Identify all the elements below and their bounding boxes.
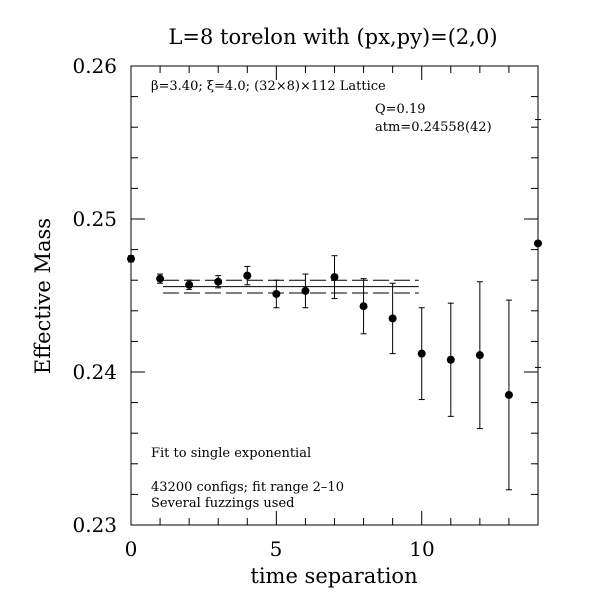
fit-band (162, 279, 419, 294)
annotation-lattice: β=3.40; ξ=4.0; (32×8)×112 Lattice (151, 79, 386, 94)
x-axis-label: time separation (250, 564, 417, 588)
data-point (185, 280, 194, 289)
data-point (330, 273, 339, 282)
x-tick-label-0: 0 (125, 537, 138, 561)
data-point (214, 277, 223, 286)
data-point (156, 274, 165, 283)
data-point (475, 351, 484, 360)
annotation-q: Q=0.19 (375, 102, 426, 117)
chart-title: L=8 torelon with (px,py)=(2,0) (168, 25, 497, 49)
annotation-fuzzings: Several fuzzings used (151, 496, 295, 511)
y-tick-label-0.25: 0.25 (72, 207, 117, 231)
annotation-configs: 43200 configs; fit range 2–10 (151, 480, 344, 495)
y-tick-label-0.23: 0.23 (72, 513, 117, 537)
y-tick-label-0.24: 0.24 (72, 360, 117, 384)
y-axis-label: Effective Mass (31, 218, 55, 374)
data-point (446, 355, 455, 364)
data-point (534, 239, 542, 248)
data-point (388, 314, 397, 323)
data-point (417, 349, 426, 358)
data-point (359, 302, 368, 311)
data-point (127, 254, 135, 263)
data-point (272, 289, 281, 298)
x-tick-label-5: 5 (270, 537, 283, 561)
y-tick-label-0.26: 0.26 (72, 54, 117, 78)
data-point (243, 271, 252, 280)
data-points (127, 119, 542, 491)
annotation-mass: atm=0.24558(42) (375, 120, 492, 135)
x-tick-label-10: 10 (409, 537, 434, 561)
data-point (301, 286, 310, 295)
data-point (504, 390, 513, 399)
axis-ticks (130, 65, 539, 526)
annotation-fit: Fit to single exponential (151, 446, 311, 461)
